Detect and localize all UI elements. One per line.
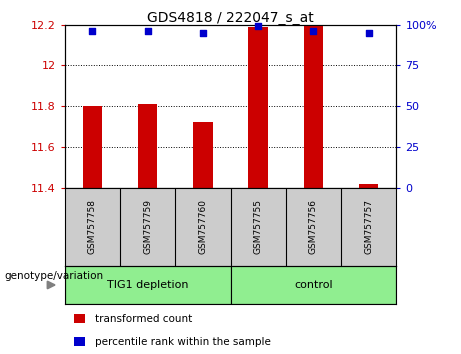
- Text: GSM757760: GSM757760: [198, 199, 207, 254]
- Text: GSM757755: GSM757755: [254, 199, 263, 254]
- Text: percentile rank within the sample: percentile rank within the sample: [95, 337, 271, 347]
- Bar: [248, 27, 268, 188]
- Text: GSM757758: GSM757758: [88, 199, 97, 254]
- Bar: [65, 266, 230, 304]
- Point: [89, 28, 96, 34]
- Bar: [193, 122, 213, 188]
- Bar: [83, 106, 102, 188]
- Bar: [138, 104, 157, 188]
- Point: [199, 30, 207, 36]
- Text: TIG1 depletion: TIG1 depletion: [107, 280, 188, 290]
- Point: [365, 30, 372, 36]
- Point: [144, 28, 151, 34]
- Bar: [230, 266, 396, 304]
- Text: control: control: [294, 280, 333, 290]
- Text: genotype/variation: genotype/variation: [5, 271, 104, 281]
- Text: transformed count: transformed count: [95, 314, 192, 324]
- Text: GSM757757: GSM757757: [364, 199, 373, 254]
- Text: GSM757756: GSM757756: [309, 199, 318, 254]
- Bar: [304, 0, 323, 188]
- Point: [310, 28, 317, 34]
- Bar: [359, 183, 378, 188]
- Text: GDS4818 / 222047_s_at: GDS4818 / 222047_s_at: [147, 11, 314, 25]
- Point: [254, 24, 262, 29]
- Text: GSM757759: GSM757759: [143, 199, 152, 254]
